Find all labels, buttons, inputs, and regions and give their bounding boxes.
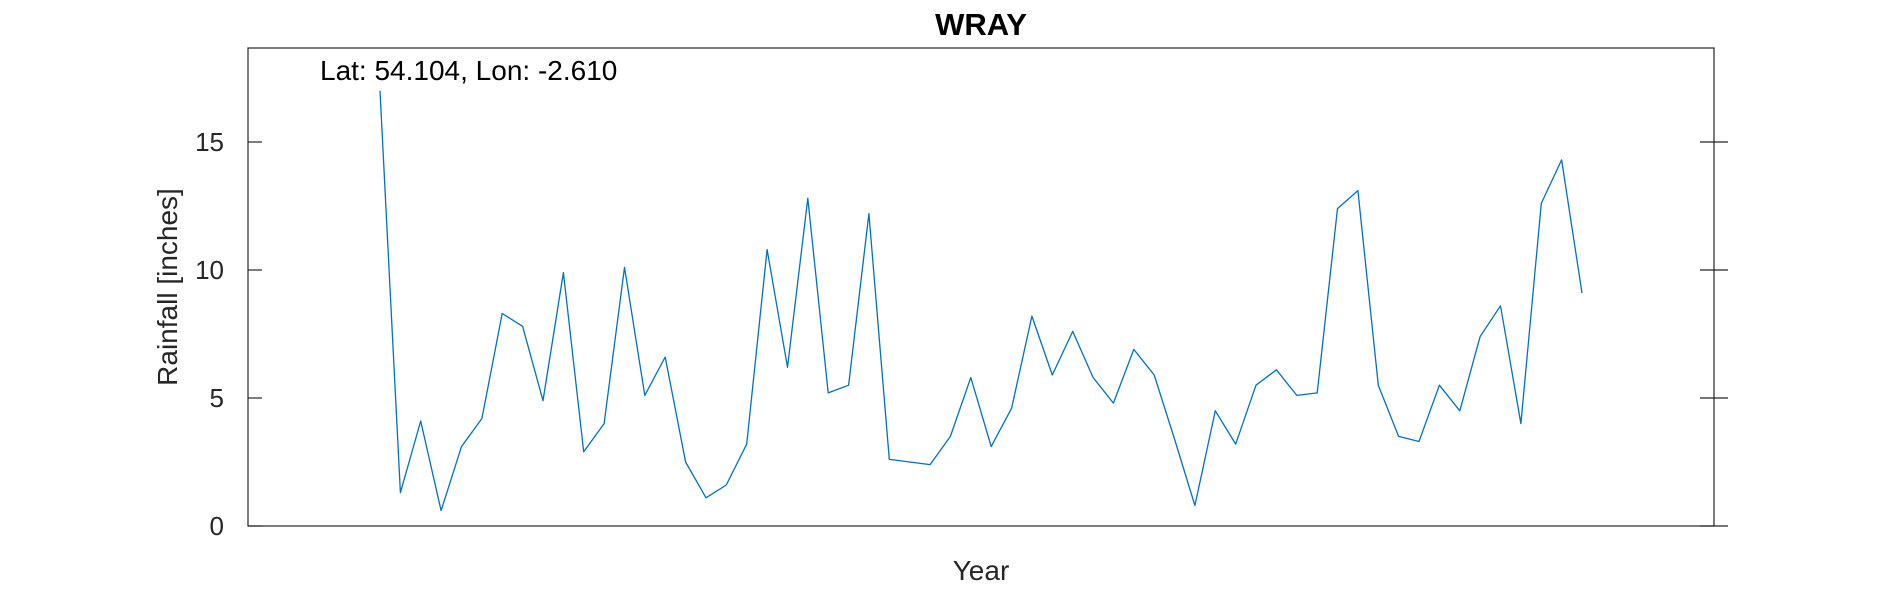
x-axis-label: Year (953, 555, 1010, 586)
chart-title: WRAY (935, 7, 1027, 42)
rainfall-series-line (379, 90, 1583, 512)
y-axis-ticks: 0 5 10 15 (195, 127, 1728, 541)
y-tick-label: 5 (210, 383, 224, 413)
location-annotation: Lat: 54.104, Lon: -2.610 (320, 55, 617, 86)
y-tick-label: 15 (195, 127, 224, 157)
y-tick-label: 0 (210, 511, 224, 541)
y-axis-label: Rainfall [inches] (152, 188, 183, 386)
plot-area (247, 47, 1715, 527)
y-tick-label: 10 (195, 255, 224, 285)
